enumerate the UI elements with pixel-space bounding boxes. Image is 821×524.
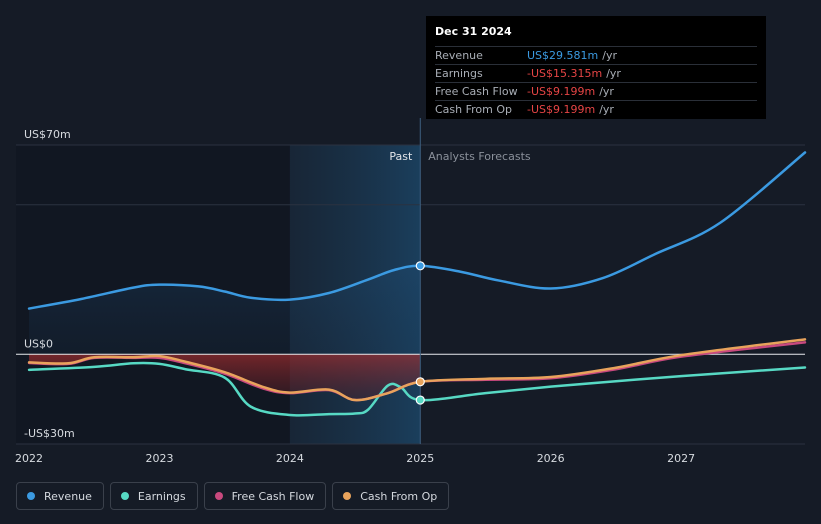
legend-label: Earnings [137,489,186,503]
y-tick-label: US$0 [24,337,53,350]
y-tick-label: -US$30m [24,427,75,440]
series-line-revenue [27,151,807,310]
tooltip-unit: /yr [602,49,617,62]
tooltip-row-revenue: Revenue US$29.581m /yr [435,46,757,64]
legend-dot-icon [214,492,223,500]
legend-item-revenue[interactable]: Revenue [16,482,104,510]
tooltip-value: -US$9.199m [527,103,596,116]
series-line-earnings [27,361,807,417]
tooltip-label: Cash From Op [435,103,513,116]
x-tick-label: 2026 [537,452,565,465]
tooltip-row-earnings: Earnings -US$15.315m /yr [435,64,757,82]
highlight-point-revenue [415,261,425,271]
legend-item-earnings[interactable]: Earnings [109,482,198,510]
past-label: Past [389,150,413,163]
tooltip-label: Revenue [435,49,483,62]
x-tick-label: 2023 [145,452,173,465]
tooltip-label: Earnings [435,67,483,80]
highlight-point-earnings [415,395,425,405]
legend-label: Revenue [44,489,92,503]
tooltip-unit: /yr [606,67,621,80]
tooltip-label: Free Cash Flow [435,85,518,98]
tooltip-value: -US$15.315m [527,67,603,80]
x-tick-label: 2025 [406,452,434,465]
tooltip-unit: /yr [599,103,614,116]
legend-label: Cash From Op [360,489,438,503]
legend: Revenue Earnings Free Cash Flow Cash Fro… [16,482,450,510]
legend-item-free-cash-flow[interactable]: Free Cash Flow [203,482,327,510]
legend-label: Free Cash Flow [231,489,315,503]
tooltip: Dec 31 2024 Revenue US$29.581m /yr Earni… [426,16,766,119]
revenue-area [29,265,421,355]
legend-dot-icon [343,492,352,500]
x-tick-label: 2027 [667,452,695,465]
tooltip-value: -US$9.199m [527,85,596,98]
x-tick-label: 2022 [15,452,43,465]
highlight-point-cash-from-op [415,377,425,387]
legend-dot-icon [120,492,129,500]
tooltip-row-free-cash-flow: Free Cash Flow -US$9.199m /yr [435,82,757,100]
forecast-label: Analysts Forecasts [428,150,531,163]
legend-item-cash-from-op[interactable]: Cash From Op [332,482,450,510]
tooltip-unit: /yr [599,85,614,98]
tooltip-row-cash-from-op: Cash From Op -US$9.199m /yr [435,100,757,118]
x-tick-label: 2024 [276,452,304,465]
y-tick-label: US$70m [24,128,71,141]
tooltip-date: Dec 31 2024 [435,25,512,38]
legend-dot-icon [27,492,35,500]
series-line-cash-from-op [27,338,807,402]
tooltip-value: US$29.581m [527,49,599,62]
